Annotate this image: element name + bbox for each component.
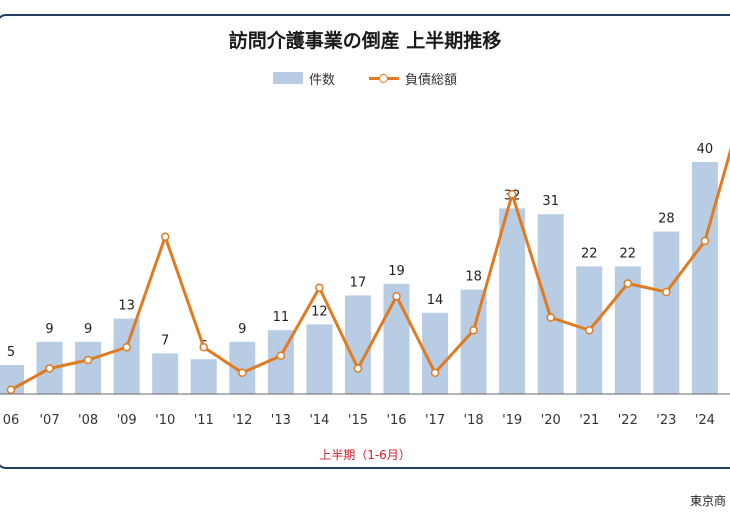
bar-value-label: 9 (84, 322, 92, 337)
bar-value-label: 17 (350, 275, 367, 290)
debt-point (700, 236, 710, 246)
x-tick-label: '15 (348, 413, 368, 428)
bar-value-label: 5 (7, 345, 15, 360)
chart-frame (0, 14, 730, 469)
bar-value-label: 22 (620, 246, 637, 261)
debt-point (122, 343, 131, 352)
legend-label-bars: 件数 (308, 72, 335, 88)
bar-value-label: 22 (581, 246, 598, 261)
debt-point (276, 351, 286, 360)
legend-item-bars: 件数 (272, 69, 335, 88)
bar (691, 162, 718, 394)
debt-point (45, 364, 54, 373)
x-tick-label: '08 (78, 413, 98, 428)
bar (113, 318, 140, 394)
x-tick-label: '14 (309, 413, 329, 428)
legend-label-line: 負債総額 (405, 72, 458, 88)
bar-value-label: 9 (45, 322, 53, 337)
bar (75, 341, 102, 394)
bar-value-label: 18 (465, 270, 482, 285)
debt-point (83, 355, 93, 365)
x-tick-label: '09 (117, 413, 137, 428)
bar-value-label: 13 (118, 299, 135, 314)
chart-title: 訪問介護事業の倒産 上半期推移 (228, 30, 502, 52)
bar-value-label: 7 (161, 333, 169, 348)
debt-point (430, 368, 440, 377)
bar (499, 208, 526, 394)
bar-value-label: 9 (238, 322, 246, 337)
x-tick-label: '23 (656, 413, 676, 428)
bar (383, 283, 410, 394)
debt-point (623, 279, 633, 288)
bar (152, 353, 179, 394)
x-tick-label: '07 (39, 413, 59, 428)
x-tick-label: '20 (541, 413, 561, 428)
x-tick-label: '12 (232, 413, 252, 428)
debt-point (353, 364, 363, 373)
debt-point (469, 326, 478, 335)
x-tick-label: '11 (194, 413, 214, 428)
bar (190, 359, 217, 394)
x-axis-caption: 上半期（1-6月） (319, 448, 411, 462)
x-tick-label: '10 (155, 413, 175, 428)
source-credit: 東京商 (689, 494, 726, 508)
bar (537, 214, 564, 394)
x-tick-label: '16 (386, 413, 406, 428)
debt-point (160, 232, 170, 241)
bar-value-label: 31 (542, 194, 559, 209)
debt-point (199, 343, 208, 352)
legend-item-line: 負債総額 (369, 69, 457, 88)
debt-point (546, 313, 555, 322)
legend: 件数 負債総額 (0, 68, 730, 88)
x-tick-label: '24 (695, 413, 715, 428)
bar-value-label: 11 (273, 310, 290, 325)
debt-point (585, 326, 594, 335)
bar-value-label: 19 (388, 264, 405, 279)
x-tick-label: '17 (425, 413, 445, 428)
debt-point (315, 283, 324, 292)
bar-value-label: 12 (311, 304, 328, 319)
debt-point (6, 385, 16, 394)
x-tick-label: '13 (271, 413, 291, 428)
bar-value-label: 14 (427, 293, 444, 308)
x-tick-label: '18 (464, 413, 484, 428)
bar-value-label: 28 (658, 212, 675, 227)
x-tick-label: 06 (3, 413, 20, 428)
bar (653, 231, 680, 394)
bar (344, 295, 371, 394)
x-tick-label: '22 (618, 413, 638, 428)
debt-point (507, 190, 517, 199)
debt-point (392, 292, 401, 301)
legend-swatch-line (369, 72, 399, 84)
x-tick-label: '19 (502, 413, 522, 428)
debt-line (10, 146, 730, 392)
debt-point (662, 287, 671, 297)
legend-swatch-bars (272, 72, 303, 84)
x-tick-label: '21 (579, 413, 599, 428)
bar (306, 324, 333, 394)
bar-value-label: 40 (697, 142, 714, 157)
debt-point (238, 368, 247, 377)
